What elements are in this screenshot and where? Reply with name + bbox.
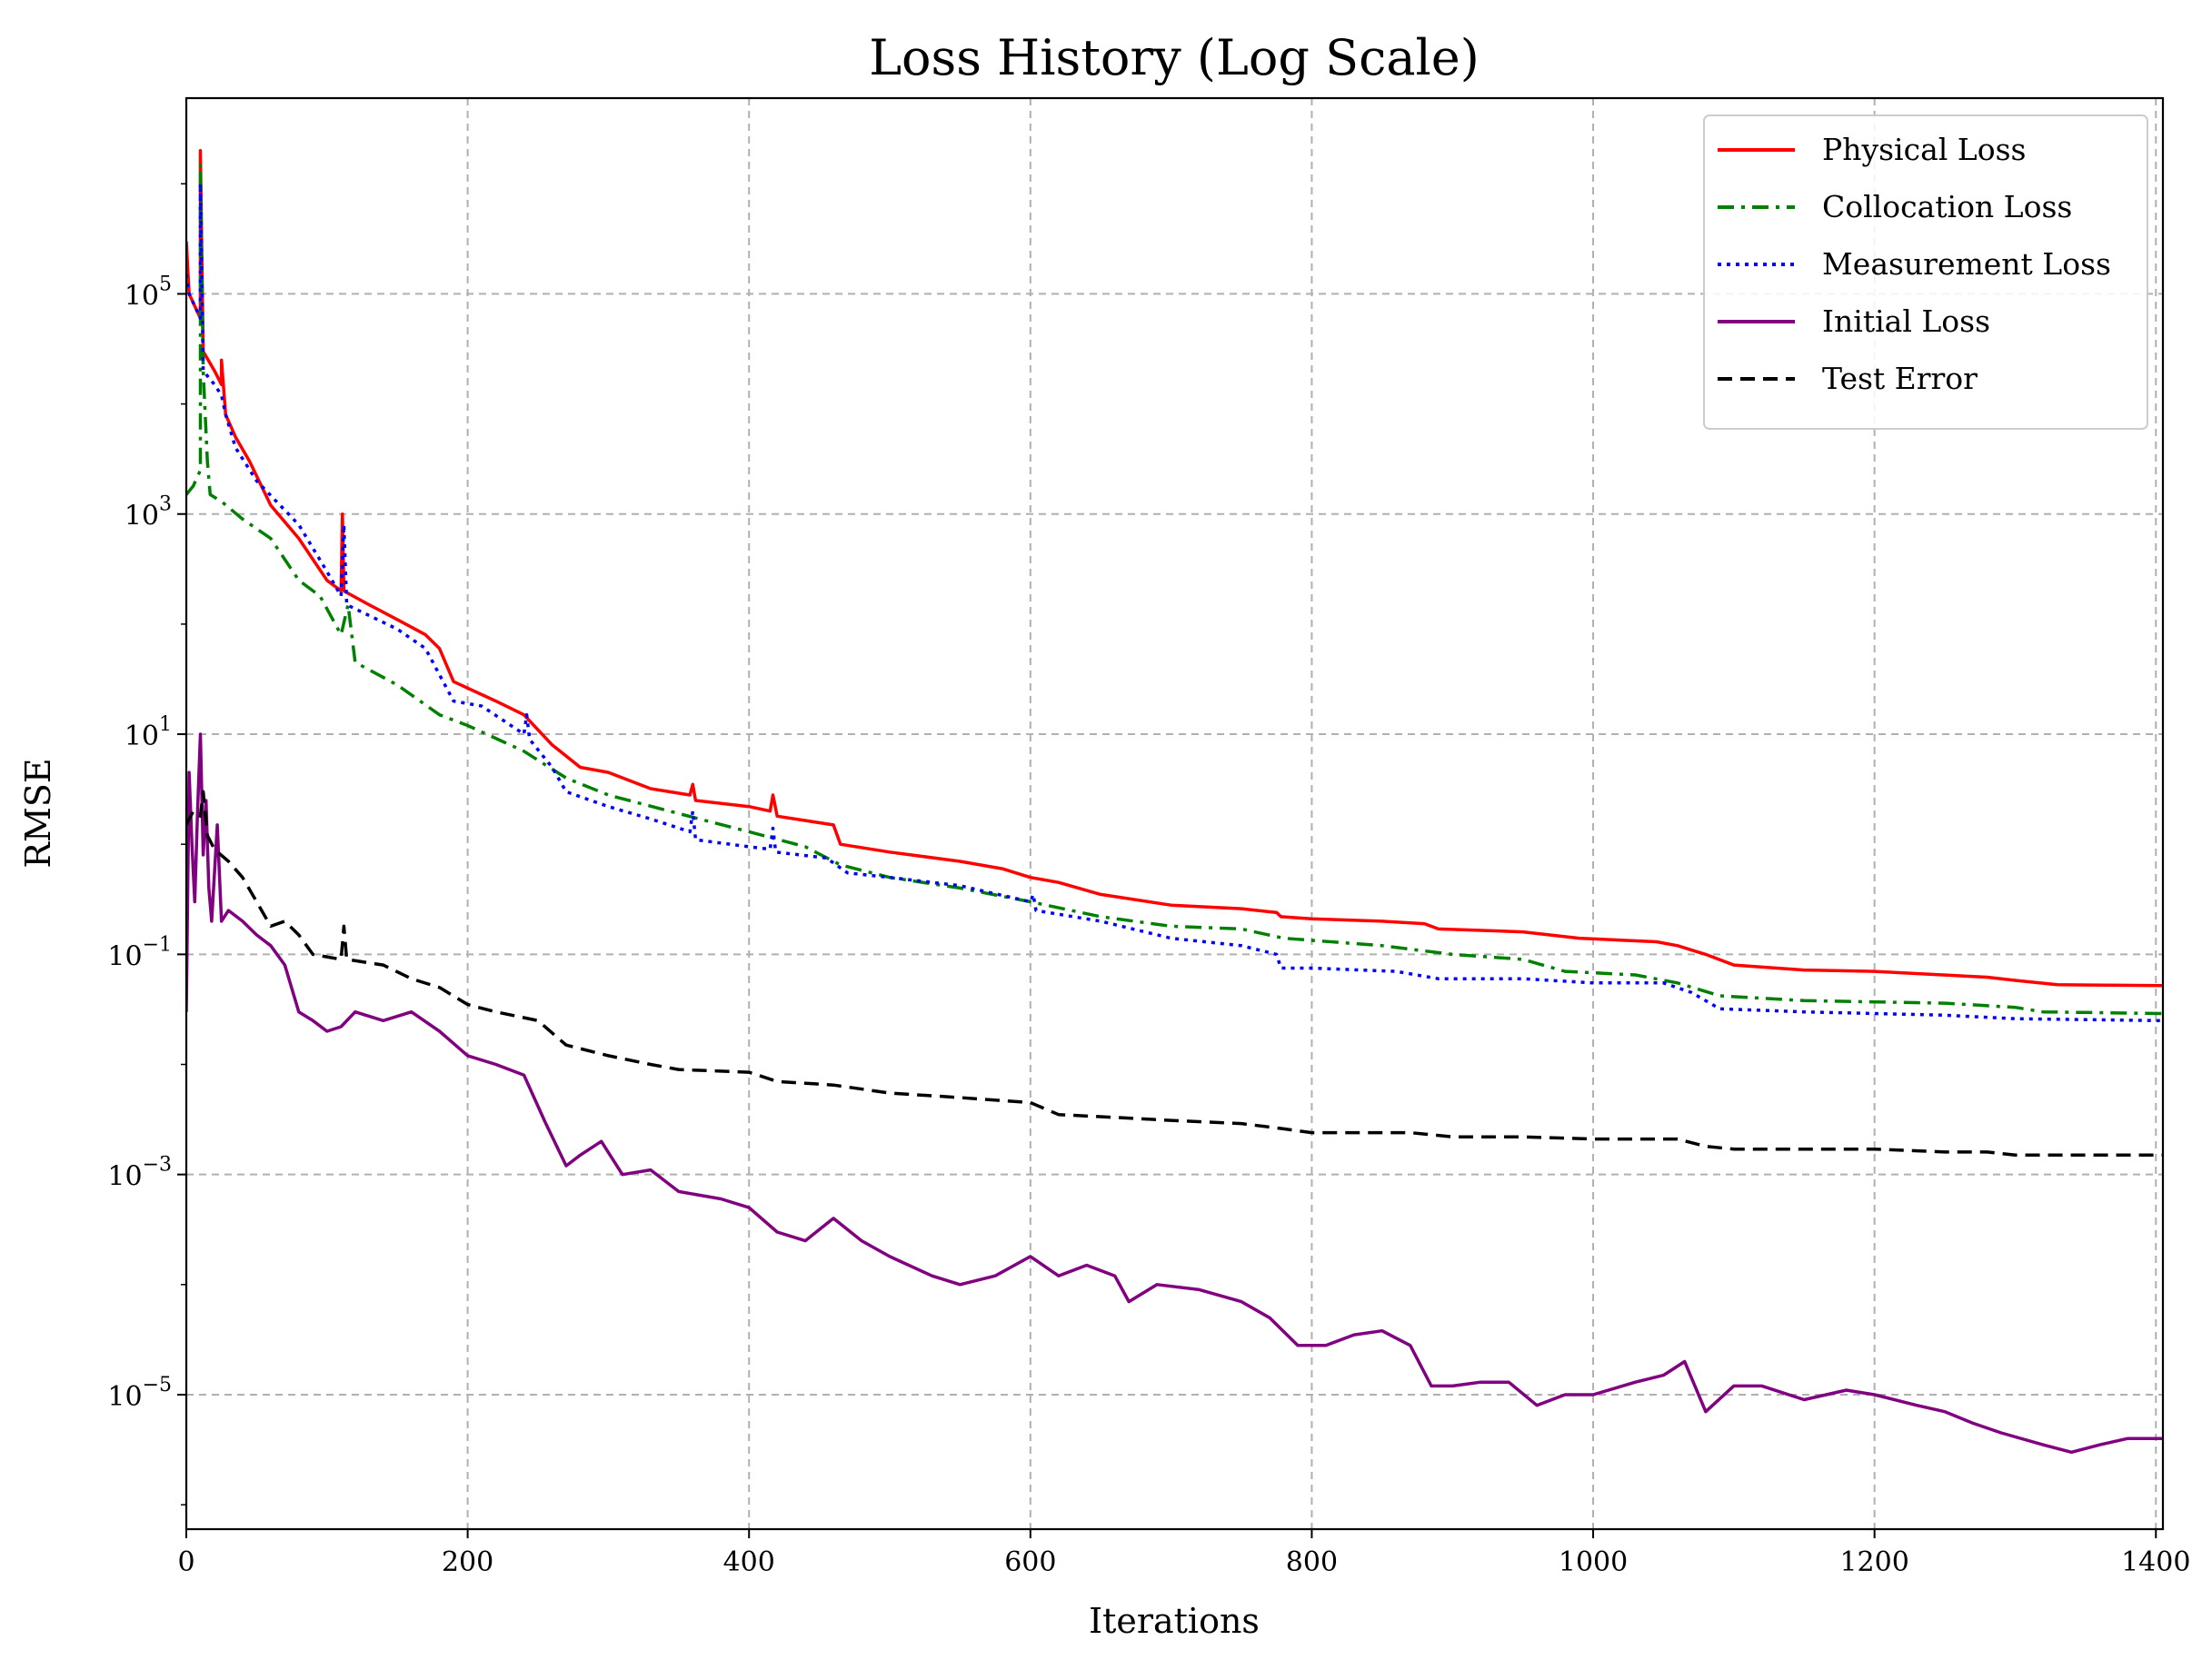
series-line-physical-loss [186,149,2163,988]
series-line-test-error [186,790,2163,1158]
legend-frame [1703,114,2148,430]
legend-label: Physical Loss [1822,132,2026,167]
legend: Physical Loss Collocation Loss Measurement… [1703,114,2148,430]
x-tick-label: 600 [1004,1546,1056,1578]
legend-label: Test Error [1822,361,1978,396]
y-tick-label: 10−1 [107,933,172,972]
legend-label: Collocation Loss [1822,189,2072,224]
y-tick-label: 105 [125,273,172,312]
legend-label: Initial Loss [1822,303,1990,339]
legend-label: Measurement Loss [1822,246,2111,282]
y-tick-label: 10−5 [107,1374,172,1413]
x-axis-label: Iterations [1089,1601,1260,1641]
y-axis-ticks: 105 103 101 10−1 10−3 10−5 [107,183,186,1506]
x-axis-ticks: 0 200 400 600 800 1000 1200 1400 [177,1529,2190,1578]
plot-frame [184,96,2165,1531]
x-tick-label: 1200 [1839,1546,1908,1578]
y-tick-label: 101 [125,713,172,752]
x-tick-label: 0 [177,1546,194,1578]
series-lines [186,149,2163,1455]
y-axis-label: RMSE [18,758,58,868]
x-tick-label: 1000 [1559,1546,1628,1578]
x-tick-label: 200 [442,1546,493,1578]
series-line-collocation-loss [186,163,2163,1016]
series-line-initial-loss [186,732,2163,1455]
x-tick-label: 800 [1286,1546,1338,1578]
y-tick-label: 10−3 [107,1154,172,1193]
chart-title: Loss History (Log Scale) [869,29,1480,86]
y-tick-label: 103 [125,493,172,532]
x-tick-label: 1400 [2121,1546,2190,1578]
x-tick-label: 400 [723,1546,775,1578]
